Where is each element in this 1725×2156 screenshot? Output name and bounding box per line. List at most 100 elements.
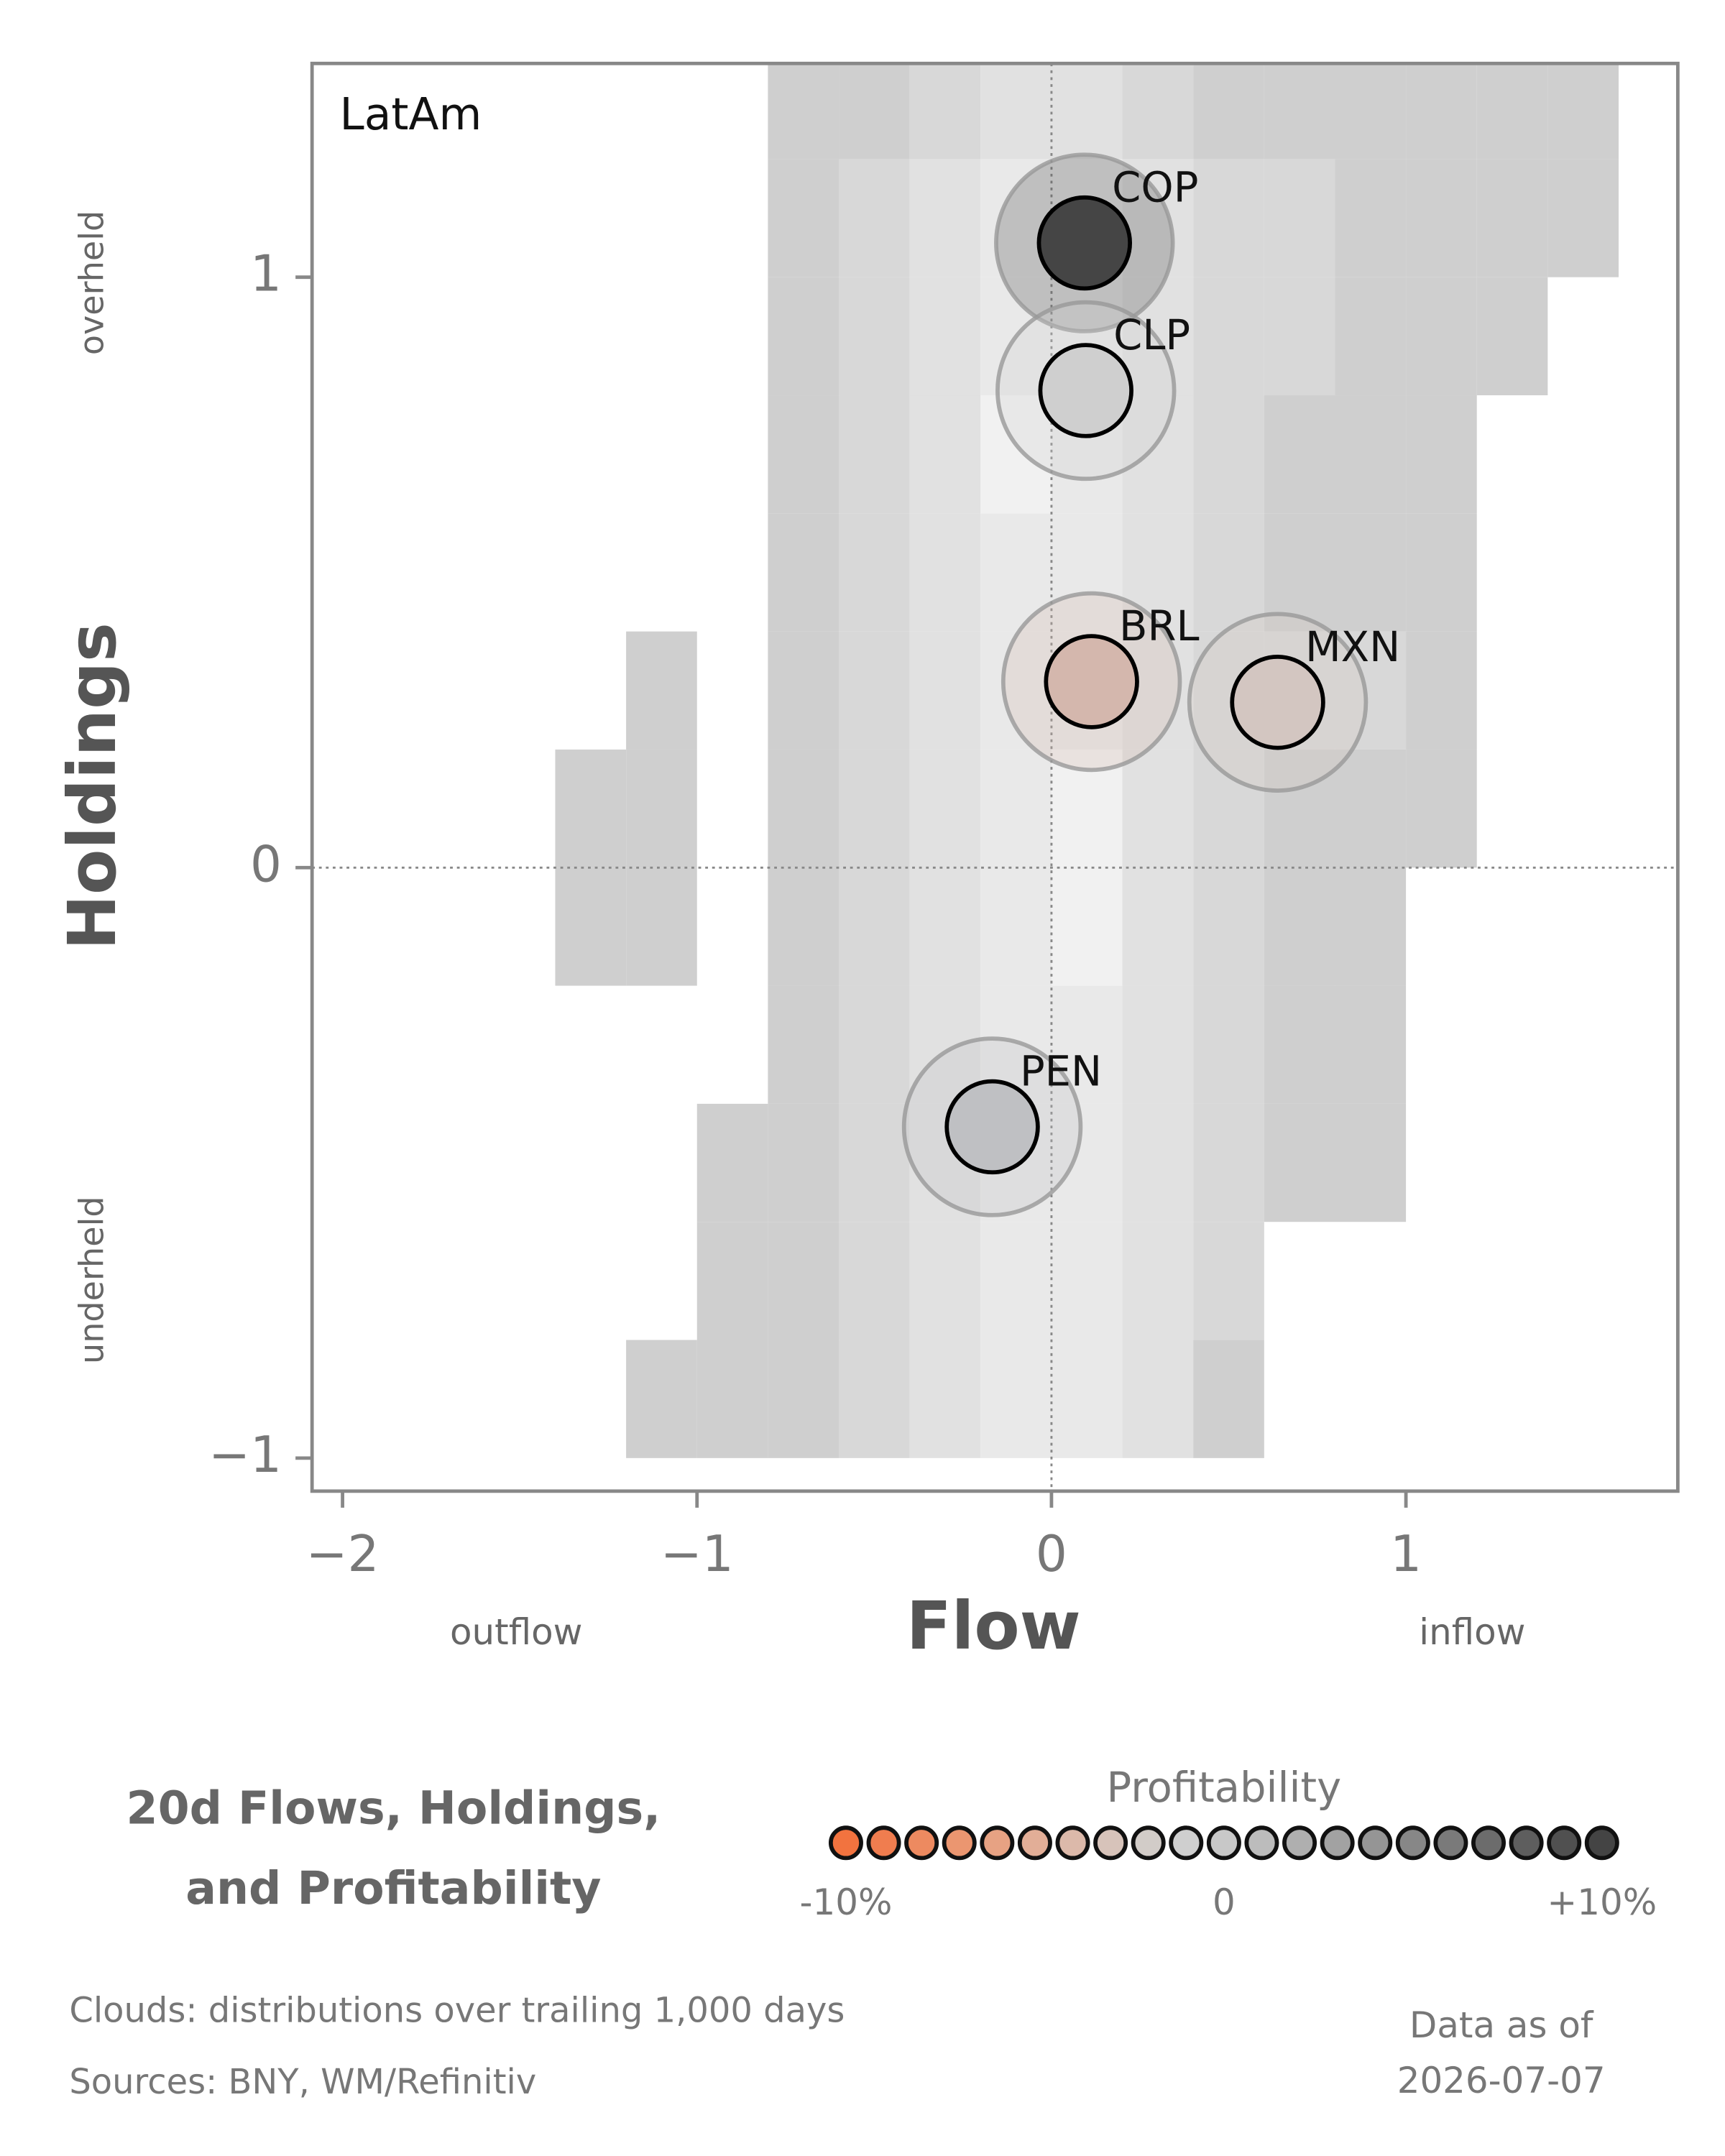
colorbar-dot [1471,1825,1506,1861]
colorbar-dot [904,1825,939,1861]
cloud-cell [980,749,1052,868]
cloud-cell [909,277,981,396]
cloud-cell [696,1340,768,1458]
colorbar-dot [866,1825,901,1861]
colorbar-dot [1509,1825,1544,1861]
colorbar-dot [1017,1825,1052,1861]
point-label: BRL [1119,602,1200,650]
x-tick-label: −1 [661,1526,734,1583]
cloud-cell [1122,867,1194,986]
point [1044,634,1139,729]
cloud-cell [1264,159,1335,277]
point-label: COP [1112,164,1198,212]
cloud-cell [1051,1103,1123,1222]
cloud-cell [1193,513,1264,632]
title-line: 20d Flows, Holdings, [126,1782,661,1835]
cloud-cell [909,159,981,277]
cloud-cell [1193,1340,1264,1458]
cloud-cell [909,749,981,868]
x-tick-label: −2 [306,1526,380,1583]
cloud-cell [1406,159,1477,277]
cloud-cell [1335,867,1407,986]
colorbar-dot [1169,1825,1204,1861]
cloud-cell [1193,867,1264,986]
cloud-cell [1335,985,1407,1104]
x-high-label: inflow [1419,1611,1525,1653]
colorbar-dot [1433,1825,1468,1861]
note: Clouds: distributions over trailing 1,00… [69,1990,845,2030]
cloud-cell [1122,63,1194,160]
cloud-cell [909,631,981,750]
cloud-cell [1193,1103,1264,1222]
y-tick-label: 0 [250,836,282,893]
cloud-cell [1335,1103,1407,1222]
cloud-cell [1122,1222,1194,1340]
x-tick-label: 1 [1390,1526,1422,1583]
cloud-cell [839,277,910,396]
colorbar-dot [980,1825,1015,1861]
point-label: MXN [1305,623,1400,671]
cloud-cell [1335,749,1407,868]
cloud-cell [839,159,910,277]
colorbar-dot [1395,1825,1430,1861]
x-low-label: outflow [450,1611,582,1653]
cloud-cell [909,1340,981,1458]
cloud-cell [626,1340,697,1458]
cloud-cell [1406,749,1477,868]
cloud-cell [909,1222,981,1340]
cloud-cell [909,985,981,1104]
cloud-cell [980,63,1052,160]
colorbar-dot [1206,1825,1241,1861]
cloud-cell [1547,63,1619,160]
cloud-cell [1122,1340,1194,1458]
point [944,1079,1040,1175]
x-label: Flow [906,1587,1081,1664]
cloud-cell [768,1222,840,1340]
cloud-cell [980,1340,1052,1458]
cloud-cell [1264,749,1335,868]
cloud-cell [696,1222,768,1340]
y-low-label: underheld [72,1196,111,1364]
cloud-cell [768,277,840,396]
cloud-cell [1264,867,1335,986]
colorbar-dot [1131,1825,1166,1861]
point [1036,195,1133,291]
y-tick-label: 1 [250,246,282,303]
cloud-cell [1476,277,1548,396]
cloud-cell [768,867,840,986]
title-line: and Profitability [185,1861,601,1915]
cloud-cell [1335,277,1407,396]
cloud-cell [839,1103,910,1222]
cloud-cell [1406,513,1477,632]
cloud-cell [768,395,840,514]
cloud-cell [1264,63,1335,160]
cloud-cell [1193,395,1264,514]
colorbar-dot [1055,1825,1090,1861]
colorbar-dot [1282,1825,1317,1861]
cloud-cell [768,159,840,277]
cloud-cell [839,631,910,750]
y-label: Holdings [53,622,131,950]
y-tick-label: −1 [208,1427,282,1484]
colorbar-dot [942,1825,977,1861]
cloud-cell [909,63,981,160]
cloud-cell [1476,63,1548,160]
cloud-cell [1476,159,1548,277]
cloud-cell [1406,631,1477,750]
cloud-cell [1335,159,1407,277]
cloud-cell [839,749,910,868]
cloud-cell [768,985,840,1104]
point [1038,343,1133,438]
as-of: Data as of [1409,2004,1594,2046]
cloud-cell [1051,1340,1123,1458]
plot-frame [310,61,1680,1493]
cloud-cell [1193,985,1264,1104]
colorbar-tick-label: -10% [800,1881,893,1923]
cloud-cell [1051,63,1123,160]
as-of: 2026-07-07 [1397,2060,1606,2101]
cloud-cell [909,395,981,514]
cloud-cell [1051,1222,1123,1340]
cloud-cell [839,1222,910,1340]
